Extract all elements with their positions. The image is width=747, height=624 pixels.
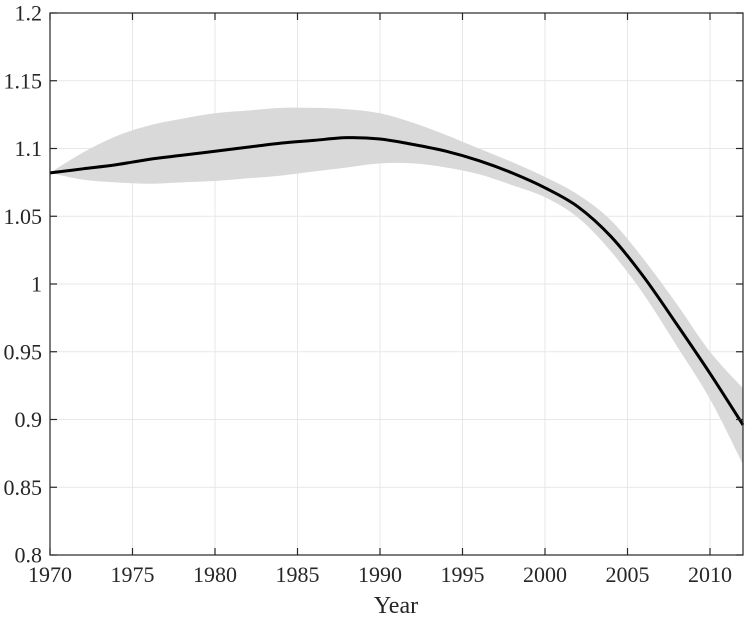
confidence-band [50, 107, 743, 465]
x-tick-label: 2010 [688, 562, 732, 587]
x-axis-label: Year [374, 593, 418, 619]
y-tick-label: 1.15 [4, 68, 43, 93]
x-tick-label: 2000 [523, 562, 567, 587]
estimate-line [49, 136, 745, 426]
y-tick-label: 1.05 [4, 204, 43, 229]
y-tick-label: 0.95 [4, 339, 43, 364]
x-tick-label: 1990 [358, 562, 402, 587]
y-tick-label: 0.85 [4, 475, 43, 500]
y-tick-label: 1.1 [15, 136, 43, 161]
x-tick-label: 1985 [276, 562, 320, 587]
tick-marks [49, 12, 743, 556]
x-tick-label: 1970 [28, 562, 72, 587]
y-tick-label: 1.2 [15, 1, 43, 26]
x-tick-label: 1995 [441, 562, 485, 587]
y-tick-label: 0.9 [15, 407, 43, 432]
y-tick-labels: 1.2 1.15 1.1 1.05 1 0.95 0.9 0.85 0.8 [4, 1, 43, 568]
y-tick-label: 1 [31, 272, 42, 297]
x-tick-label: 1980 [193, 562, 237, 587]
x-tick-labels: 1970 1975 1980 1985 1990 1995 2000 2005 2010 [28, 562, 732, 587]
x-tick-label: 2005 [606, 562, 650, 587]
x-tick-label: 1975 [111, 562, 155, 587]
y-tick-label: 0.8 [15, 543, 43, 568]
